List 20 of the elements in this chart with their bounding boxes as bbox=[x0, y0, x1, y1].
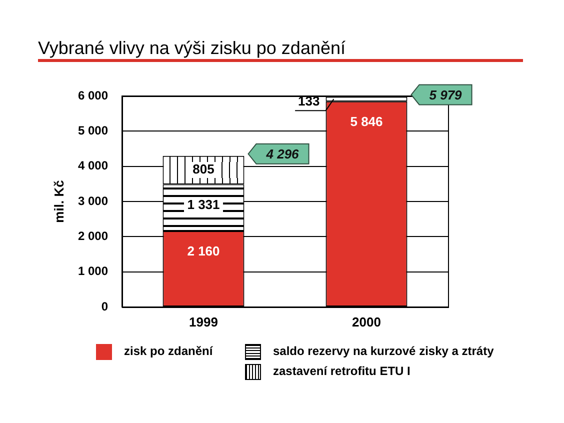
y-tick-label: 0 bbox=[101, 299, 108, 314]
y-axis-title: mil. Kč bbox=[51, 180, 66, 223]
y-tick-label: 4 000 bbox=[78, 158, 108, 173]
data-label: 2 160 bbox=[187, 244, 220, 259]
y-tick-label: 5 000 bbox=[78, 123, 108, 138]
legend-label: zisk po zdanění bbox=[124, 344, 213, 359]
data-label: 1 331 bbox=[187, 196, 220, 212]
x-tick-label: 1999 bbox=[189, 314, 218, 330]
legend-label: zastavení retrofitu ETU I bbox=[273, 364, 410, 379]
legend-label: saldo rezervy na kurzové zisky a ztráty bbox=[273, 344, 494, 359]
total-label: 4 296 bbox=[265, 146, 300, 162]
y-tick-label: 3 000 bbox=[78, 194, 108, 208]
data-label: 805 bbox=[192, 162, 214, 177]
total-label: 5 979 bbox=[429, 87, 463, 102]
y-tick-label: 1 000 bbox=[78, 264, 108, 278]
y-tick-label: 6 000 bbox=[78, 88, 108, 102]
y-tick-label: 2 000 bbox=[78, 228, 108, 243]
data-label: 5 846 bbox=[350, 114, 383, 129]
chart-title: Vybrané vlivy na výši zisku po zdanění bbox=[38, 38, 523, 62]
x-tick-label: 2000 bbox=[352, 314, 381, 330]
